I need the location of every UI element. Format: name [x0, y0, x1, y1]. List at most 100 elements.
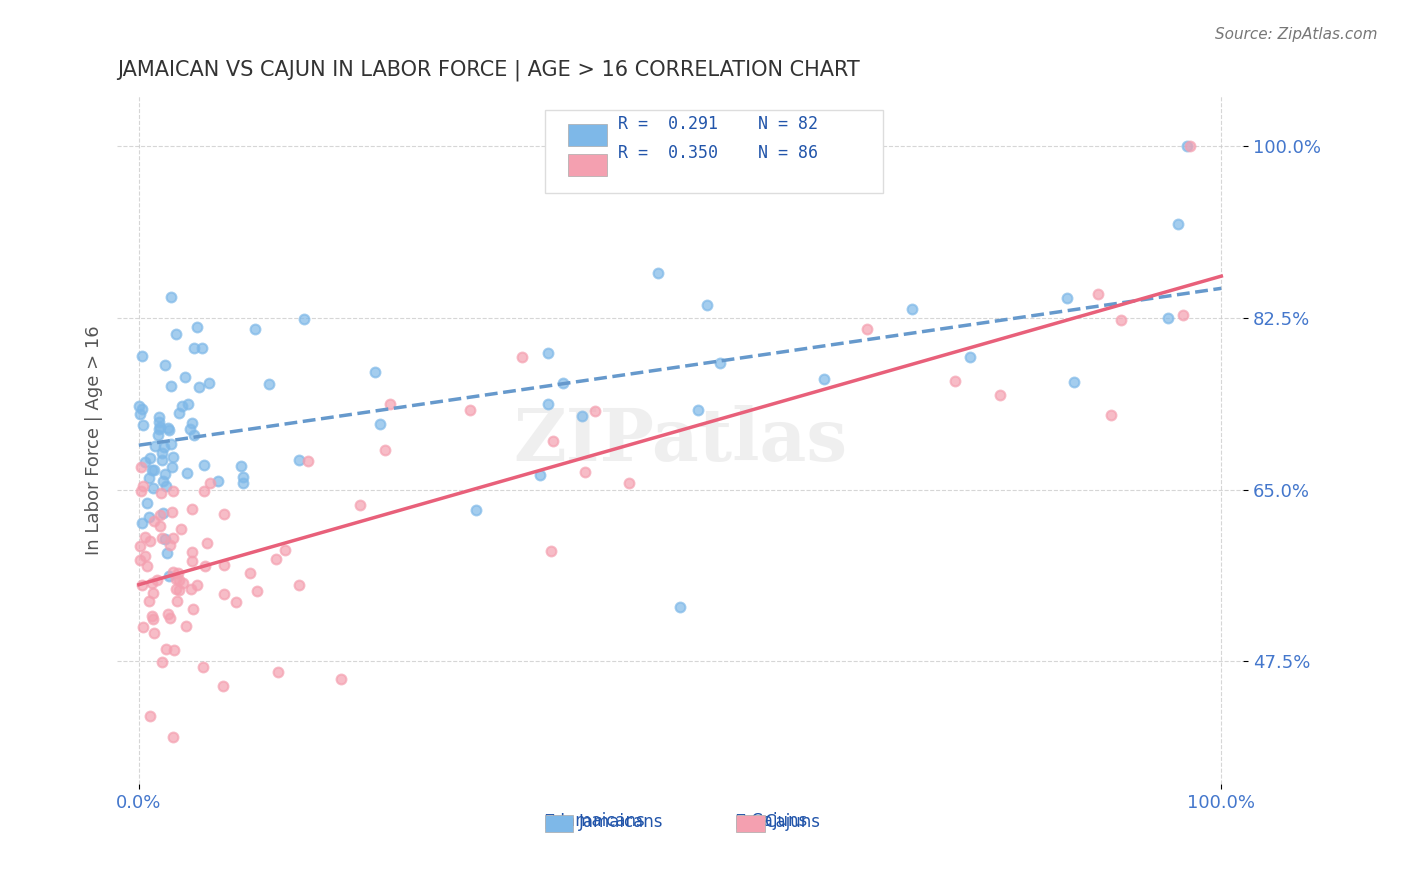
- Cajuns: [146, 573, 169, 587]
- Jamaicans: [131, 401, 153, 416]
- Cajuns: [287, 578, 309, 592]
- Cajuns: [541, 434, 564, 449]
- Jamaicans: [142, 482, 165, 496]
- Jamaicans: [257, 377, 280, 392]
- Cajuns: [180, 554, 202, 568]
- Cajuns: [458, 402, 481, 417]
- Jamaicans: [136, 496, 159, 510]
- Jamaicans: [1157, 311, 1180, 326]
- Jamaicans: [177, 397, 200, 411]
- Jamaicans: [571, 409, 593, 424]
- Jamaicans: [688, 403, 710, 417]
- Jamaicans: [160, 379, 183, 393]
- Jamaicans: [187, 379, 209, 393]
- Text: Jamaicans: Jamaicans: [579, 813, 664, 831]
- Jamaicans: [148, 409, 170, 424]
- Cajuns: [142, 586, 165, 600]
- Jamaicans: [181, 416, 204, 430]
- Cajuns: [169, 573, 191, 587]
- Cajuns: [181, 545, 204, 559]
- Jamaicans: [243, 321, 266, 335]
- Jamaicans: [292, 312, 315, 326]
- Cajuns: [159, 538, 181, 552]
- Jamaicans: [529, 467, 551, 482]
- Jamaicans: [134, 455, 156, 469]
- Jamaicans: [131, 516, 153, 530]
- Cajuns: [143, 515, 166, 529]
- Cajuns: [198, 475, 221, 490]
- Jamaicans: [138, 510, 160, 524]
- Jamaicans: [153, 467, 176, 481]
- Cajuns: [617, 476, 640, 491]
- Cajuns: [267, 665, 290, 679]
- Jamaicans: [148, 421, 170, 435]
- Cajuns: [141, 575, 163, 590]
- Cajuns: [148, 519, 170, 533]
- Cajuns: [329, 672, 352, 686]
- Jamaicans: [959, 350, 981, 364]
- Cajuns: [138, 593, 160, 607]
- Jamaicans: [162, 460, 184, 475]
- Cajuns: [194, 558, 217, 573]
- Cajuns: [510, 350, 533, 364]
- FancyBboxPatch shape: [546, 815, 574, 832]
- Cajuns: [1111, 312, 1133, 326]
- Jamaicans: [553, 376, 575, 390]
- Jamaicans: [183, 342, 205, 356]
- Jamaicans: [370, 417, 392, 431]
- Cajuns: [349, 498, 371, 512]
- Cajuns: [129, 553, 152, 567]
- Cajuns: [191, 659, 214, 673]
- Jamaicans: [138, 471, 160, 485]
- Cajuns: [239, 566, 262, 581]
- Jamaicans: [132, 418, 155, 433]
- Cajuns: [1178, 138, 1201, 153]
- Jamaicans: [160, 290, 183, 304]
- Cajuns: [162, 483, 184, 498]
- Cajuns: [170, 522, 193, 536]
- Jamaicans: [232, 475, 254, 490]
- Jamaicans: [146, 428, 169, 442]
- Cajuns: [1171, 309, 1194, 323]
- Cajuns: [132, 479, 155, 493]
- Cajuns: [150, 655, 173, 669]
- Cajuns: [160, 505, 183, 519]
- Jamaicans: [141, 463, 163, 477]
- Cajuns: [1087, 287, 1109, 301]
- Jamaicans: [128, 399, 150, 413]
- Jamaicans: [172, 400, 194, 414]
- Jamaicans: [153, 358, 176, 372]
- Jamaicans: [167, 406, 190, 420]
- Jamaicans: [139, 451, 162, 466]
- Jamaicans: [696, 298, 718, 312]
- Text: ⬜ Cajuns: ⬜ Cajuns: [737, 812, 807, 830]
- Jamaicans: [232, 470, 254, 484]
- Cajuns: [141, 609, 163, 624]
- Jamaicans: [129, 407, 152, 421]
- Jamaicans: [193, 458, 215, 472]
- Jamaicans: [160, 437, 183, 451]
- Cajuns: [212, 587, 235, 601]
- Jamaicans: [179, 422, 201, 436]
- Jamaicans: [148, 415, 170, 429]
- Jamaicans: [669, 600, 692, 615]
- Cajuns: [162, 565, 184, 579]
- Jamaicans: [131, 349, 153, 363]
- Jamaicans: [152, 506, 174, 520]
- Jamaicans: [156, 546, 179, 560]
- Jamaicans: [183, 428, 205, 442]
- Cajuns: [212, 679, 235, 693]
- Jamaicans: [143, 438, 166, 452]
- Cajuns: [132, 620, 155, 634]
- Text: ZIPatlas: ZIPatlas: [513, 405, 848, 475]
- Cajuns: [943, 374, 966, 388]
- Text: Source: ZipAtlas.com: Source: ZipAtlas.com: [1215, 27, 1378, 42]
- Cajuns: [165, 572, 187, 586]
- Cajuns: [167, 583, 190, 598]
- Jamaicans: [176, 466, 198, 480]
- Text: JAMAICAN VS CAJUN IN LABOR FORCE | AGE > 16 CORRELATION CHART: JAMAICAN VS CAJUN IN LABOR FORCE | AGE >…: [117, 60, 860, 81]
- Cajuns: [142, 612, 165, 626]
- Cajuns: [162, 730, 184, 744]
- Jamaicans: [364, 365, 387, 379]
- Cajuns: [142, 626, 165, 640]
